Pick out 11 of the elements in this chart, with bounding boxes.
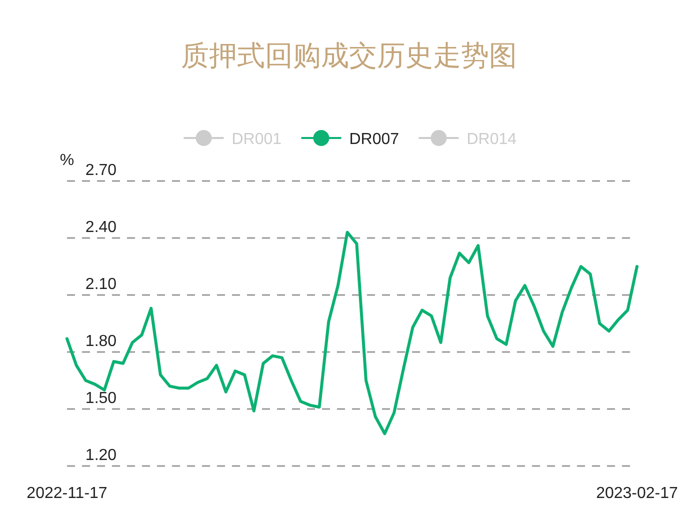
- y-tick-label: 1.50: [85, 390, 117, 407]
- y-tick-label: 1.80: [85, 333, 117, 350]
- y-tick-label: 1.20: [85, 447, 117, 464]
- x-tick-label: 2023-02-17: [596, 485, 678, 502]
- y-axis-title: %: [60, 152, 74, 169]
- y-tick-label: 2.40: [85, 219, 117, 236]
- y-tick-label: 2.10: [85, 276, 117, 293]
- legend-label: DR007: [349, 131, 400, 148]
- x-tick-label: 2022-11-17: [26, 485, 108, 502]
- chart-title: 质押式回购成交历史走势图: [181, 40, 517, 71]
- y-tick-label: 2.70: [85, 162, 117, 179]
